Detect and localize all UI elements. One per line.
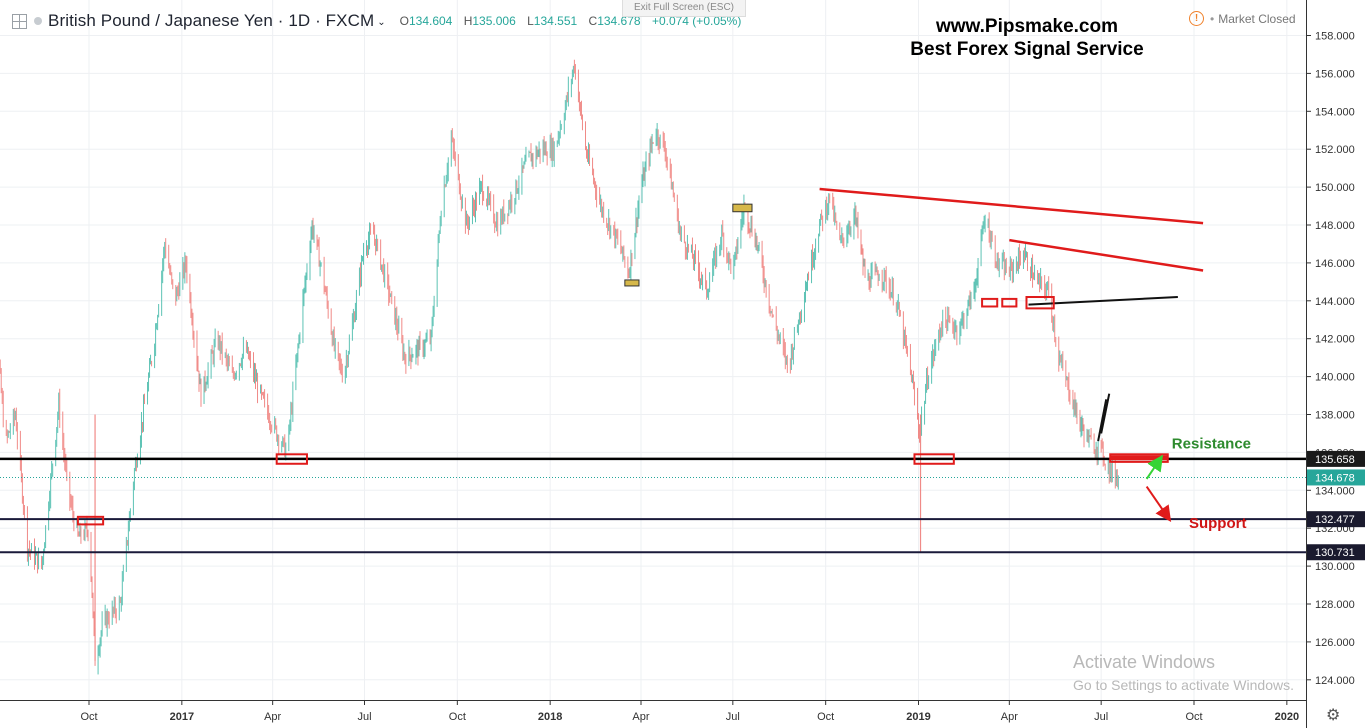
highlight-box[interactable]	[981, 297, 999, 308]
symbol-dot-icon	[34, 17, 42, 25]
support-label: Support	[1189, 515, 1247, 532]
chart-header: British Pound / Japanese Yen · 1D · FXCM…	[0, 9, 741, 33]
price-label-tag	[1307, 469, 1365, 486]
time-tick-label: 2017	[170, 711, 194, 723]
price-tick-label: 150.000	[1315, 182, 1355, 194]
price-tick-label: 128.000	[1315, 599, 1355, 611]
time-tick-label: Apr	[632, 711, 649, 723]
price-tick-label: 148.000	[1315, 220, 1355, 232]
price-label-tag	[1307, 511, 1365, 528]
time-tick-label: Oct	[817, 711, 834, 723]
highlight-box[interactable]	[275, 453, 308, 465]
price-tick-label: 134.000	[1315, 485, 1355, 497]
gear-icon[interactable]: ⚙	[1326, 707, 1341, 724]
time-tick-label: Oct	[449, 711, 466, 723]
price-label-text: 135.658	[1315, 454, 1355, 466]
support-arrow[interactable]	[1145, 485, 1172, 523]
activate-windows-title: Activate Windows	[1073, 652, 1216, 672]
promo-overlay: www.Pipsmake.com Best Forex Signal Servi…	[882, 15, 1172, 61]
price-label-tag	[1307, 544, 1365, 561]
market-status-label: Market Closed	[1218, 11, 1296, 26]
low-value: 134.551	[533, 14, 578, 28]
price-tick-label: 152.000	[1315, 144, 1355, 156]
time-tick-label: Oct	[80, 711, 97, 723]
highlight-box[interactable]	[1025, 296, 1055, 310]
time-tick-label: Oct	[1185, 711, 1202, 723]
low-label: L	[527, 14, 534, 28]
symbol-title[interactable]: British Pound / Japanese Yen · 1D · FXCM	[48, 11, 375, 30]
price-tick-label: 146.000	[1315, 258, 1355, 270]
time-tick-label: Jul	[1094, 711, 1108, 723]
close-label: C	[588, 14, 598, 28]
time-tick-label: 2018	[538, 711, 562, 723]
price-tick-label: 124.000	[1315, 675, 1355, 687]
trendline[interactable]	[1100, 393, 1111, 434]
status-dot-icon: •	[1210, 11, 1215, 26]
highlight-box[interactable]	[913, 453, 955, 465]
change-value: +0.074 (+0.05%)	[651, 14, 742, 28]
highlight-box[interactable]	[76, 515, 105, 526]
time-tick-label: Apr	[264, 711, 281, 723]
warning-icon: !	[1189, 11, 1204, 26]
price-tick-label: 130.000	[1315, 561, 1355, 573]
price-tick-label: 142.000	[1315, 334, 1355, 346]
price-tick-label: 140.000	[1315, 372, 1355, 384]
promo-url: www.Pipsmake.com	[936, 16, 1118, 37]
resistance-zone-bar[interactable]	[1110, 455, 1168, 461]
time-tick-label: Jul	[726, 711, 740, 723]
high-value: 135.006	[472, 14, 516, 28]
price-tick-label: 156.000	[1315, 68, 1355, 80]
trendline[interactable]	[819, 187, 1204, 225]
marker-box[interactable]	[624, 279, 640, 287]
price-tick-label: 144.000	[1315, 296, 1355, 308]
price-tick-label: 158.000	[1315, 31, 1355, 43]
price-label-text: 130.731	[1315, 547, 1355, 559]
resistance-arrow[interactable]	[1145, 454, 1164, 480]
ohlc-readout: O134.604 H135.006 L134.551 C134.678 +0.0…	[400, 14, 742, 28]
trendline[interactable]	[1009, 238, 1204, 272]
price-tick-label: 138.000	[1315, 410, 1355, 422]
marker-box[interactable]	[732, 203, 753, 213]
exit-fullscreen-button[interactable]: Exit Full Screen (ESC)	[622, 0, 746, 17]
market-status[interactable]: ! • Market Closed	[1189, 11, 1296, 26]
expand-icon[interactable]	[12, 13, 27, 29]
price-axis[interactable]	[1306, 0, 1365, 728]
activate-windows-subtitle: Go to Settings to activate Windows.	[1073, 677, 1294, 693]
price-label-text: 134.678	[1315, 472, 1355, 484]
chevron-down-icon[interactable]: ⌄	[377, 16, 386, 28]
time-tick-label: 2020	[1275, 711, 1299, 723]
high-label: H	[463, 14, 473, 28]
close-value: 134.678	[597, 14, 641, 28]
time-tick-label: Jul	[357, 711, 371, 723]
price-label-tag	[1307, 450, 1365, 467]
time-tick-label: 2019	[906, 711, 930, 723]
time-tick-label: Apr	[1001, 711, 1018, 723]
open-label: O	[399, 14, 409, 28]
promo-tagline: Best Forex Signal Service	[910, 39, 1144, 60]
highlight-box[interactable]	[1001, 297, 1018, 308]
trendline[interactable]	[1097, 399, 1108, 442]
price-tick-label: 154.000	[1315, 106, 1355, 118]
time-axis[interactable]	[0, 700, 1306, 728]
resistance-label: Resistance	[1172, 436, 1251, 453]
price-tick-label: 126.000	[1315, 637, 1355, 649]
price-label-text: 132.477	[1315, 514, 1355, 526]
open-value: 134.604	[408, 14, 453, 28]
